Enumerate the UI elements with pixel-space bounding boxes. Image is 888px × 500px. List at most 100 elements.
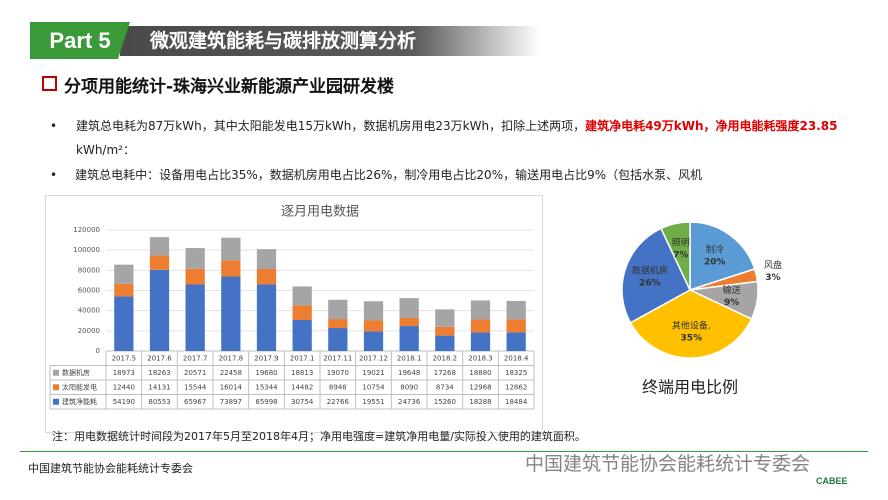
bullet-tail: kWh/m²： <box>76 143 135 157</box>
bar <box>363 320 384 332</box>
bullet: • 建筑总电耗中：设备用电占比35%，数据机房用电占比26%，制冷用电占比20%，… <box>50 168 703 182</box>
table-value: 18973 <box>113 369 135 377</box>
slice-label: 制冷 <box>706 243 724 255</box>
y-tick-label: 80000 <box>78 266 100 274</box>
table-value: 17268 <box>434 369 456 377</box>
table-value: 15344 <box>255 383 278 391</box>
chart-title: 逐月用电数据 <box>281 205 359 220</box>
pie-slice <box>629 289 753 359</box>
bar <box>328 328 348 351</box>
bar <box>470 300 491 320</box>
x-tick-label: 2018.1 <box>397 354 422 362</box>
footer-line <box>20 451 868 452</box>
bar <box>114 296 134 351</box>
bar <box>292 286 312 306</box>
x-tick-label: 2018.4 <box>504 354 529 362</box>
bar-chart: 逐月用电数据 0 20000 40000 60000 80000 100000 120000 2… <box>45 195 543 433</box>
table-value: 18484 <box>505 398 528 406</box>
table-value: 54190 <box>113 398 135 406</box>
x-tick-label: 2017.1 <box>290 354 315 362</box>
slice-value: 20% <box>704 257 726 267</box>
slice-label: 输送 <box>723 284 741 296</box>
bar <box>506 332 526 351</box>
footer: 中国建筑节能协会能耗统计专委会 <box>28 462 193 475</box>
x-tick-label: 2018.2 <box>433 354 458 362</box>
watermark: 中国建筑节能协会能耗统计专委会 <box>525 453 811 475</box>
bullet-text: 建筑总电耗中：设备用电占比35%，数据机房用电占比26%，制冷用电占比20%，输… <box>75 168 703 182</box>
bullet-text: 建筑总电耗为87万kWh，其中太阳能发电15万kWh，数据机房用电23万kWh，… <box>76 119 586 133</box>
table-value: 15260 <box>434 398 456 406</box>
table-value: 16014 <box>220 383 243 391</box>
table-value: 18880 <box>469 369 491 377</box>
table-value: 8090 <box>400 383 418 391</box>
header-title: 微观建筑能耗与碳排放测算分析 <box>150 30 417 52</box>
table-value: 14131 <box>148 383 170 391</box>
bullet: • 建筑总电耗为87万kWh，其中太阳能发电15万kWh，数据机房用电23万kW… <box>50 119 838 157</box>
pie-chart: 制冷 20% 风盘 3% 输送 9% 其他设备, 35% 数据机房 26% 照明 7% 终端用电比例 <box>621 221 782 397</box>
header-part: Part 5 <box>30 22 130 59</box>
slice-value: 9% <box>724 298 739 308</box>
watermark-logo: CABEE <box>816 476 848 486</box>
bar <box>114 264 134 284</box>
table-value: 18325 <box>505 369 527 377</box>
bar <box>149 269 170 351</box>
table-value: 65998 <box>255 398 277 406</box>
y-tick-label: 100000 <box>73 246 100 254</box>
bar <box>185 284 205 351</box>
table-value: 73897 <box>220 398 242 406</box>
slice-value: 3% <box>765 273 780 283</box>
bar <box>185 268 205 285</box>
note: 注：用电数据统计时间段为2017年5月至2018年4月；净用电强度=建筑净用电量… <box>52 430 586 443</box>
table-value: 24736 <box>398 398 421 406</box>
bar <box>328 319 348 329</box>
table-value: 18813 <box>291 369 313 377</box>
y-tick-label: 60000 <box>78 287 100 295</box>
pie-slice <box>621 227 691 324</box>
table-value: 10754 <box>362 383 385 391</box>
bar <box>256 268 277 285</box>
table-value: 80553 <box>148 398 170 406</box>
table-value: 12440 <box>113 383 135 391</box>
x-tick-label: 2018.3 <box>468 354 493 362</box>
y-tick-label: 40000 <box>78 307 100 315</box>
table-value: 12862 <box>505 383 527 391</box>
legend-swatch <box>53 384 59 391</box>
section-icon <box>42 76 57 91</box>
bar <box>149 255 170 270</box>
y-tick-label: 20000 <box>78 327 100 335</box>
x-tick-label: 2017.6 <box>147 354 172 362</box>
bar <box>399 298 419 318</box>
legend-label: 太阳能发电 <box>62 382 97 391</box>
x-tick-label: 2017.7 <box>183 354 208 362</box>
bar <box>399 326 419 351</box>
chart-title: 终端用电比例 <box>642 378 738 397</box>
x-tick-label: 2017.12 <box>359 354 388 362</box>
bar <box>328 299 348 320</box>
table-value: 8734 <box>436 383 454 391</box>
bar <box>221 260 241 277</box>
legend-label: 建筑净能耗 <box>62 397 97 406</box>
table-value: 19070 <box>327 369 349 377</box>
table-value: 8948 <box>329 383 347 391</box>
bar <box>363 331 384 351</box>
x-tick-label: 2017.8 <box>219 354 244 362</box>
bar <box>149 237 170 256</box>
table-value: 18288 <box>469 398 491 406</box>
table-value: 18263 <box>148 369 170 377</box>
table-value: 15544 <box>184 383 207 391</box>
bar <box>292 305 312 320</box>
bar <box>399 317 419 327</box>
bar <box>470 319 491 333</box>
x-tick-label: 2017.5 <box>112 354 137 362</box>
bullet-highlight: 建筑净电耗49万kWh，净用电能耗强度23.85 <box>585 119 838 133</box>
pie-slice <box>689 221 756 292</box>
legend-swatch <box>53 369 59 376</box>
table-value: 19680 <box>255 369 277 377</box>
bar <box>435 309 455 327</box>
bar <box>506 300 526 320</box>
table-value: 12968 <box>469 383 491 391</box>
y-tick-label: 0 <box>96 347 100 355</box>
table-value: 19551 <box>362 398 384 406</box>
table-value: 19021 <box>362 369 384 377</box>
